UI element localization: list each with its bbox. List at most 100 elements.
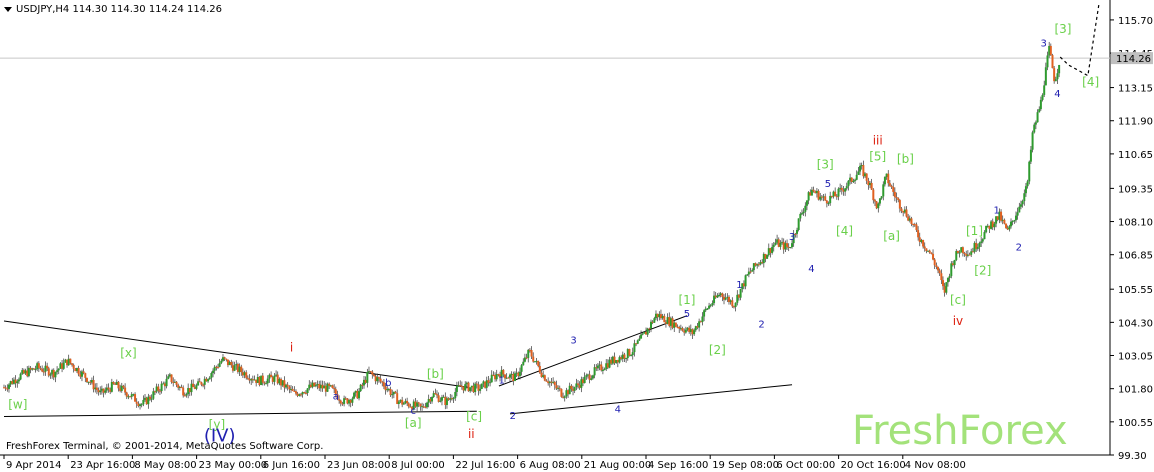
candle-body: [188, 388, 191, 393]
wave-label: 4: [808, 264, 814, 275]
symbol-header[interactable]: USDJPY,H4 114.30 114.30 114.24 114.26: [4, 4, 222, 15]
candle-body: [611, 356, 614, 364]
candle-body: [557, 387, 560, 389]
candle-body: [520, 365, 523, 372]
candle-body: [532, 356, 535, 362]
x-axis: 9 Apr 2014 23 Apr 16:008 May 08:00 23 May …: [3, 455, 966, 471]
candle-body: [938, 270, 941, 274]
candle-body: [812, 189, 815, 192]
candle-body: [542, 375, 545, 378]
candle-body: [61, 363, 64, 369]
candle-body: [510, 373, 513, 375]
candle-body: [746, 274, 749, 276]
candle-body: [600, 364, 603, 371]
candle-body: [737, 294, 740, 298]
candle-body: [14, 379, 17, 384]
candle-body: [945, 282, 948, 293]
candle-body: [157, 386, 160, 391]
candle-body: [492, 374, 495, 376]
candle-body: [845, 186, 848, 189]
candle-body: [369, 371, 372, 373]
candle-body: [185, 394, 188, 396]
candle-body: [439, 400, 442, 402]
wave-label: 3: [789, 232, 795, 243]
candle-body: [895, 196, 898, 199]
wave-label: [b]: [427, 367, 444, 381]
candle-body: [958, 252, 961, 254]
candle-body: [643, 331, 646, 334]
candle-body: [140, 404, 143, 406]
candle-body: [718, 295, 721, 297]
candle-body: [502, 369, 505, 375]
candle-body: [429, 398, 432, 402]
candle-body: [805, 200, 808, 206]
candle-body: [406, 400, 409, 404]
dropdown-triangle-icon[interactable]: [4, 6, 12, 12]
candle-body: [235, 364, 238, 366]
candle-body: [605, 363, 608, 369]
candle-body: [971, 251, 974, 253]
candle-body: [238, 366, 241, 372]
candle-body: [57, 368, 60, 371]
candle-body: [120, 385, 123, 391]
candle-body: [223, 357, 226, 359]
candle-body: [948, 276, 951, 278]
candle-body: [868, 182, 871, 186]
candle-body: [850, 177, 853, 182]
candle-body: [427, 398, 430, 403]
candle-body: [608, 359, 611, 368]
candle-body: [74, 368, 77, 372]
candle-body: [215, 366, 218, 368]
candle-body: [553, 381, 556, 386]
candle-body: [160, 383, 163, 392]
candle-body: [560, 388, 563, 397]
candle-body: [499, 374, 502, 378]
candle-body: [873, 200, 876, 202]
candle-body: [545, 380, 548, 382]
x-tick-label: 21 Aug 00:00: [584, 460, 651, 471]
candle-body: [180, 386, 183, 388]
candle-body: [195, 385, 198, 389]
candle-body: [313, 382, 316, 387]
candle-body: [314, 385, 317, 387]
candle-body: [364, 379, 367, 383]
candle-body: [761, 262, 764, 264]
candle-body: [792, 233, 795, 244]
wave-label: 2: [510, 411, 516, 422]
candle-body: [684, 329, 687, 333]
candle-body: [221, 357, 224, 361]
candle-body: [618, 357, 621, 363]
candle-body: [225, 358, 228, 360]
candle-body: [893, 191, 896, 197]
candle-body: [1001, 219, 1004, 221]
candle-body: [246, 377, 249, 379]
candle-body: [572, 389, 575, 391]
candle-body: [727, 296, 730, 303]
candle-body: [782, 241, 785, 250]
candle-body: [66, 359, 69, 366]
candle-body: [961, 247, 964, 253]
candle-body: [62, 362, 65, 369]
candle-body: [698, 321, 701, 328]
candle-body: [435, 394, 438, 396]
candle-body: [9, 381, 12, 385]
x-tick-label: 6 Jun 16:00: [263, 460, 320, 471]
candle-body: [102, 388, 105, 393]
candle-body: [379, 378, 382, 382]
candle-body: [56, 370, 59, 372]
candle-body: [145, 397, 148, 405]
candle-body: [1003, 219, 1006, 224]
candle-body: [363, 379, 366, 386]
candle-body: [99, 390, 102, 393]
candle-body: [236, 364, 239, 372]
candle-body: [431, 397, 434, 402]
candle-body: [704, 308, 707, 311]
candle-body: [966, 254, 969, 256]
candle-body: [31, 368, 34, 370]
candle-body: [1051, 55, 1054, 69]
candle-body: [591, 375, 594, 379]
candle-body: [628, 349, 631, 356]
wave-label: [1]: [966, 224, 983, 238]
candle-body: [933, 259, 936, 266]
candle-body: [752, 263, 755, 271]
